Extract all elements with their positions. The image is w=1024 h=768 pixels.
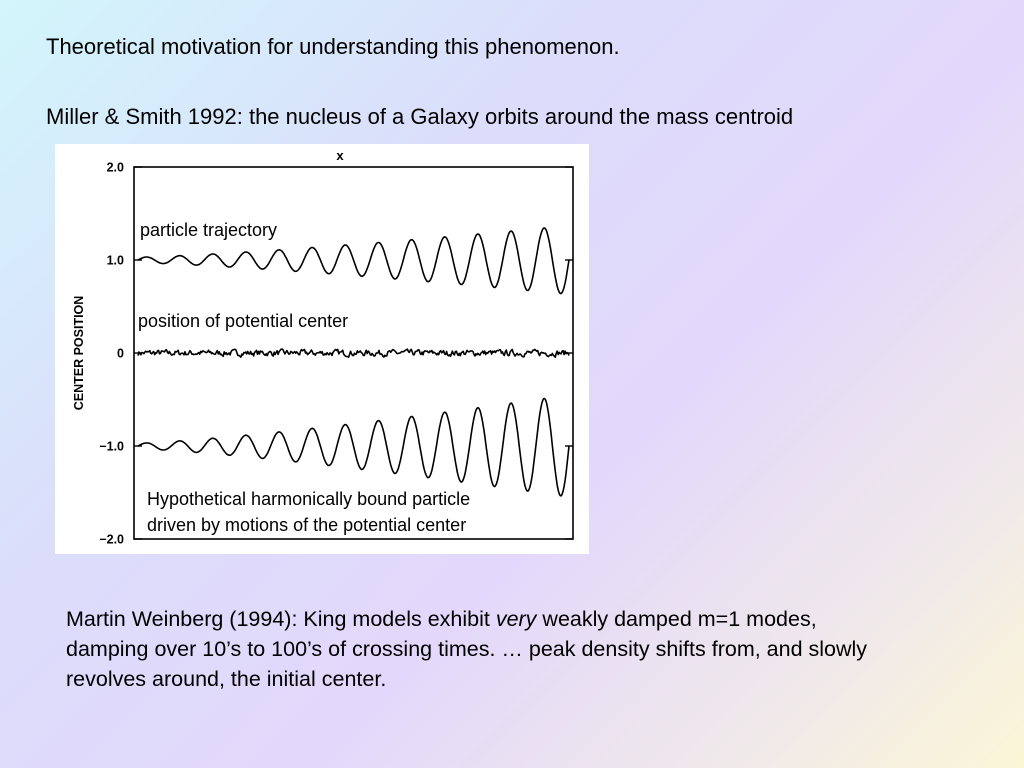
reference-line: Miller & Smith 1992: the nucleus of a Ga… <box>46 104 794 129</box>
y-tick-label: 2.0 <box>107 161 124 175</box>
annotation-particle-trajectory: particle trajectory <box>140 220 277 240</box>
paragraph-text-2: weakly damped m=1 modes, <box>536 607 817 631</box>
weinberg-paragraph: Martin Weinberg (1994): King models exhi… <box>66 604 1022 694</box>
series-line-2 <box>137 397 570 497</box>
chart-figure: x CENTER POSITION 2.0 1.0 0 −1.0 −2.0 partic… <box>55 144 589 554</box>
series-line-1 <box>137 348 570 358</box>
paragraph-line-1: Martin Weinberg (1994): King models exhi… <box>66 604 1022 634</box>
annotation-potential-center: position of potential center <box>138 311 348 331</box>
paragraph-text-1: Martin Weinberg (1994): King models exhi… <box>66 607 496 631</box>
series-line-0 <box>137 227 570 295</box>
annotation-hypothetical-line2: driven by motions of the potential cente… <box>147 515 466 535</box>
paragraph-line-2: damping over 10’s to 100’s of crossing t… <box>66 637 868 661</box>
paragraph-line-3: revolves around, the initial center. <box>66 667 387 691</box>
y-axis-label: CENTER POSITION <box>72 296 86 411</box>
chart-svg: x CENTER POSITION 2.0 1.0 0 −1.0 −2.0 partic… <box>72 148 574 547</box>
emphasis-very: very <box>495 607 537 631</box>
y-tick-label: −1.0 <box>99 440 124 454</box>
y-tick-label: −2.0 <box>99 533 124 547</box>
y-tick-label: 0 <box>117 347 124 361</box>
top-marker: x <box>336 148 344 163</box>
y-tick-label: 1.0 <box>107 254 124 268</box>
slide-title: Theoretical motivation for understanding… <box>46 34 620 59</box>
annotation-hypothetical-line1: Hypothetical harmonically bound particle <box>147 489 470 509</box>
